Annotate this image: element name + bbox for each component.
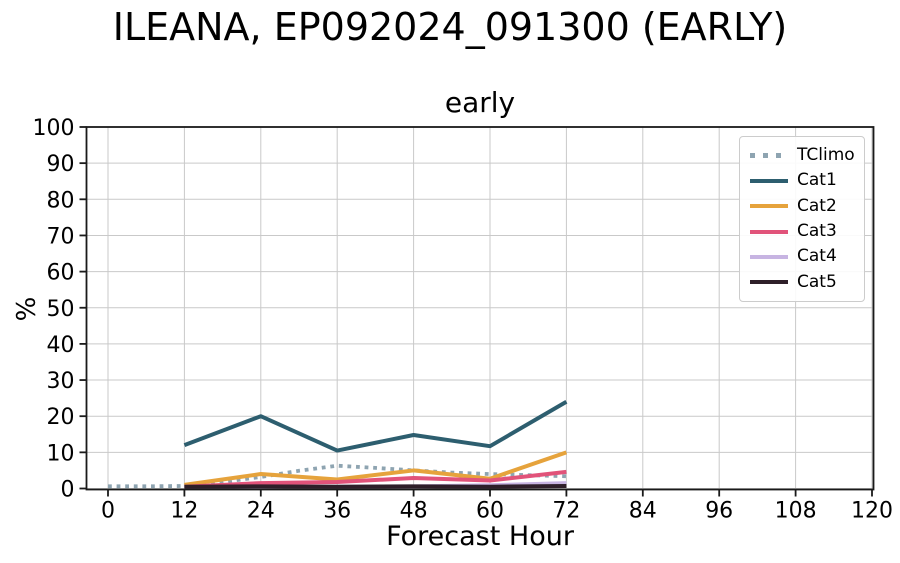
- tick-marks: [79, 126, 873, 497]
- figure-title: ILEANA, EP092024_091300 (EARLY): [112, 5, 788, 49]
- svg-text:72: 72: [552, 499, 580, 524]
- svg-text:50: 50: [47, 297, 75, 322]
- svg-text:108: 108: [775, 499, 817, 524]
- svg-text:0: 0: [101, 499, 115, 524]
- svg-text:48: 48: [400, 499, 428, 524]
- legend-item-tclimo: TClimo: [750, 143, 864, 168]
- legend-swatch-cat5: [750, 280, 788, 285]
- legend-swatch-cat1: [750, 178, 788, 183]
- legend-label: Cat3: [797, 221, 837, 242]
- svg-text:80: 80: [47, 188, 75, 213]
- legend-item-cat3: Cat3: [750, 219, 864, 244]
- legend-swatch-cat4: [750, 254, 788, 259]
- legend-label: Cat2: [797, 195, 837, 216]
- axes-title: early: [444, 86, 516, 119]
- svg-text:36: 36: [323, 499, 351, 524]
- y-tick-labels: 0 10 20 30 40 50 60 70 80 90 100: [33, 116, 75, 503]
- legend-swatch-tclimo: [750, 153, 788, 159]
- legend-item-cat5: Cat5: [750, 269, 864, 294]
- series-lines: [108, 400, 568, 490]
- svg-text:90: 90: [47, 152, 75, 177]
- svg-text:60: 60: [476, 499, 504, 524]
- svg-text:70: 70: [47, 224, 75, 249]
- x-axis-label: Forecast Hour: [386, 521, 574, 552]
- svg-text:100: 100: [33, 116, 75, 141]
- svg-text:10: 10: [47, 441, 75, 466]
- legend-dot: [750, 153, 755, 159]
- svg-text:40: 40: [47, 333, 75, 358]
- legend-swatch-cat2: [750, 204, 788, 209]
- series-line-cat5: [184, 483, 567, 489]
- series-line-cat2: [184, 450, 568, 487]
- legend: TClimo Cat1 Cat2 Cat3 Cat4 Cat5: [739, 136, 865, 302]
- svg-text:120: 120: [851, 499, 893, 524]
- series-line-cat1: [183, 400, 568, 453]
- legend-item-cat4: Cat4: [750, 244, 864, 269]
- legend-label: Cat1: [797, 170, 837, 191]
- y-axis-label: %: [12, 296, 42, 322]
- series-line-cat3: [184, 469, 567, 489]
- svg-text:96: 96: [705, 499, 733, 524]
- legend-dot: [776, 153, 781, 159]
- svg-text:20: 20: [47, 405, 75, 430]
- svg-text:12: 12: [170, 499, 198, 524]
- x-tick-labels: 0 12 24 36 48 60 72 84 96 108 120: [101, 499, 893, 524]
- legend-dot: [763, 153, 768, 159]
- legend-item-cat2: Cat2: [750, 194, 864, 219]
- legend-swatch-cat3: [750, 229, 788, 234]
- legend-label: Cat4: [797, 246, 837, 267]
- legend-item-cat1: Cat1: [750, 168, 864, 193]
- svg-text:84: 84: [629, 499, 657, 524]
- svg-text:24: 24: [247, 499, 275, 524]
- legend-label: TClimo: [797, 145, 855, 166]
- svg-text:0: 0: [61, 478, 75, 503]
- legend-label: Cat5: [797, 271, 837, 292]
- svg-text:30: 30: [47, 369, 75, 394]
- svg-text:60: 60: [47, 261, 75, 286]
